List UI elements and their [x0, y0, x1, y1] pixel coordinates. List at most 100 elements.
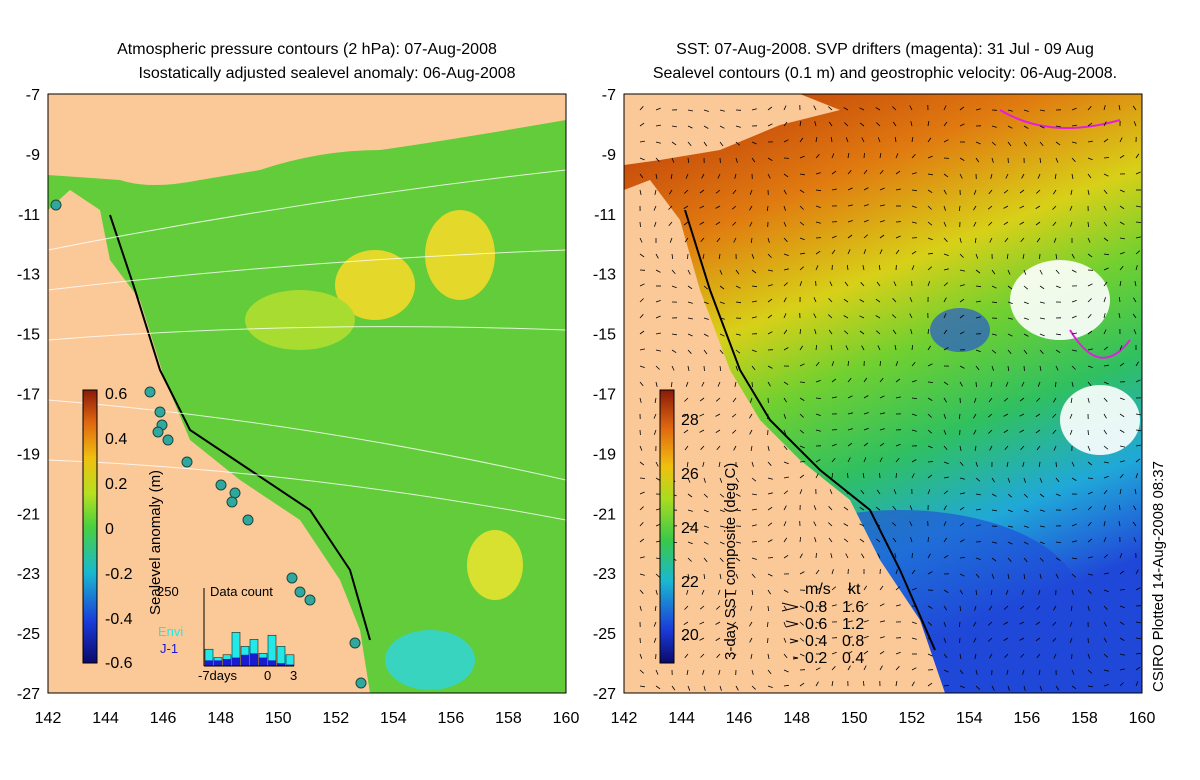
velocity-arrow [1119, 589, 1126, 591]
velocity-arrow [1103, 237, 1109, 242]
velocity-arrow [716, 445, 721, 451]
velocity-arrow [735, 285, 741, 289]
lon-tick-label: 158 [495, 710, 522, 727]
velocity-arrow [831, 235, 837, 239]
velocity-arrow [671, 365, 675, 371]
velocity-arrow [750, 445, 753, 451]
velocity-arrow [751, 685, 756, 690]
velocity-arrow [1119, 605, 1125, 609]
velocity-arrow [703, 573, 706, 579]
velocity-arrow [927, 536, 929, 543]
velocity-arrow [1087, 589, 1092, 594]
velocity-arrow [1052, 429, 1057, 435]
data-count-bar-j1 [250, 653, 258, 666]
velocity-arrow [843, 298, 849, 303]
velocity-arrow [687, 301, 693, 304]
velocity-arrow [715, 189, 721, 194]
right-title-line2: Sealevel contours (0.1 m) and geostrophi… [652, 65, 1118, 82]
velocity-arrow [683, 429, 689, 434]
velocity-arrow [847, 442, 853, 447]
velocity-arrow [927, 221, 933, 226]
velocity-arrow [814, 329, 817, 335]
velocity-arrow [715, 429, 721, 434]
velocity-arrow [895, 361, 899, 367]
velocity-arrow [719, 301, 725, 304]
velocity-arrow [1022, 461, 1025, 467]
velocity-arrow [684, 237, 689, 243]
velocity-legend-arrow [789, 638, 799, 644]
velocity-arrow [655, 124, 661, 127]
velocity-arrow [1039, 509, 1045, 512]
velocity-arrow [815, 459, 821, 463]
velocity-arrow [895, 153, 899, 159]
velocity-arrow [767, 298, 773, 303]
velocity-arrow [1020, 653, 1025, 658]
velocity-arrow [943, 669, 949, 673]
velocity-arrow [719, 349, 724, 355]
velocity-arrow [655, 381, 658, 387]
velocity-arrow [687, 477, 691, 483]
velocity-arrow [1055, 493, 1061, 497]
sst-colorbar [659, 389, 675, 664]
velocity-arrow [1119, 489, 1122, 495]
velocity-arrow [699, 605, 705, 610]
velocity-arrow [892, 506, 897, 511]
velocity-arrow [1118, 521, 1121, 527]
velocity-arrow [639, 253, 645, 258]
velocity-arrow [859, 330, 865, 335]
left-title-line1: Atmospheric pressure contours (2 hPa): 0… [117, 41, 497, 58]
data-count-bar-envi [276, 646, 286, 667]
velocity-arrow [767, 365, 773, 369]
velocity-arrow [943, 282, 948, 287]
velocity-arrow [991, 349, 997, 354]
velocity-arrow [719, 125, 725, 129]
velocity-arrow [1103, 157, 1110, 159]
velocity-arrow [815, 397, 822, 399]
velocity-arrow [831, 604, 837, 607]
velocity-arrow [783, 490, 789, 495]
velocity-arrow [687, 157, 690, 163]
velocity-arrow [1103, 489, 1108, 495]
lat-tick-label: -9 [602, 147, 616, 164]
velocity-arrow [975, 365, 980, 371]
velocity-arrow [975, 108, 981, 111]
velocity-arrow [655, 141, 661, 144]
velocity-arrow [1007, 141, 1012, 147]
velocity-arrow [847, 472, 849, 479]
velocity-arrow [879, 665, 883, 671]
velocity-arrow [990, 381, 993, 387]
velocity-arrow [879, 472, 881, 479]
velocity-arrow [975, 300, 981, 303]
velocity-arrow [1038, 461, 1041, 467]
velocity-arrow [767, 477, 773, 480]
velocity-arrow [988, 637, 993, 642]
velocity-arrow [1003, 397, 1009, 402]
velocity-arrow [845, 553, 849, 559]
velocity-arrow [735, 157, 738, 163]
velocity-arrow [1103, 637, 1107, 643]
velocity-arrow [668, 205, 673, 210]
velocity-arrow [1053, 397, 1057, 403]
velocity-arrow [783, 205, 786, 211]
velocity-arrow [1087, 253, 1093, 258]
velocity-arrow [686, 669, 689, 675]
velocity-arrow [895, 569, 898, 575]
velocity-arrow [1103, 413, 1107, 419]
velocity-arrow [1039, 349, 1044, 354]
velocity-arrow [735, 509, 741, 512]
velocity-arrow [1003, 189, 1009, 194]
velocity-arrow [895, 472, 897, 479]
sst-colorbar-tick: 22 [681, 574, 699, 591]
velocity-arrow [859, 299, 865, 303]
velocity-arrow [879, 603, 885, 607]
velocity-arrow [655, 300, 661, 303]
velocity-arrow [1071, 349, 1077, 352]
velocity-arrow [943, 347, 949, 351]
velocity-arrow [1119, 345, 1123, 351]
velocity-arrow [1039, 685, 1043, 691]
velocity-arrow [910, 537, 913, 543]
velocity-arrow [719, 541, 725, 545]
velocity-arrow [959, 253, 964, 258]
velocity-arrow [859, 523, 865, 527]
map-axes: -7 -7 -9 -9 -11 -11 -13 -13 -15 -15 -17 -17 -19 -19 -2… [17, 87, 1156, 727]
